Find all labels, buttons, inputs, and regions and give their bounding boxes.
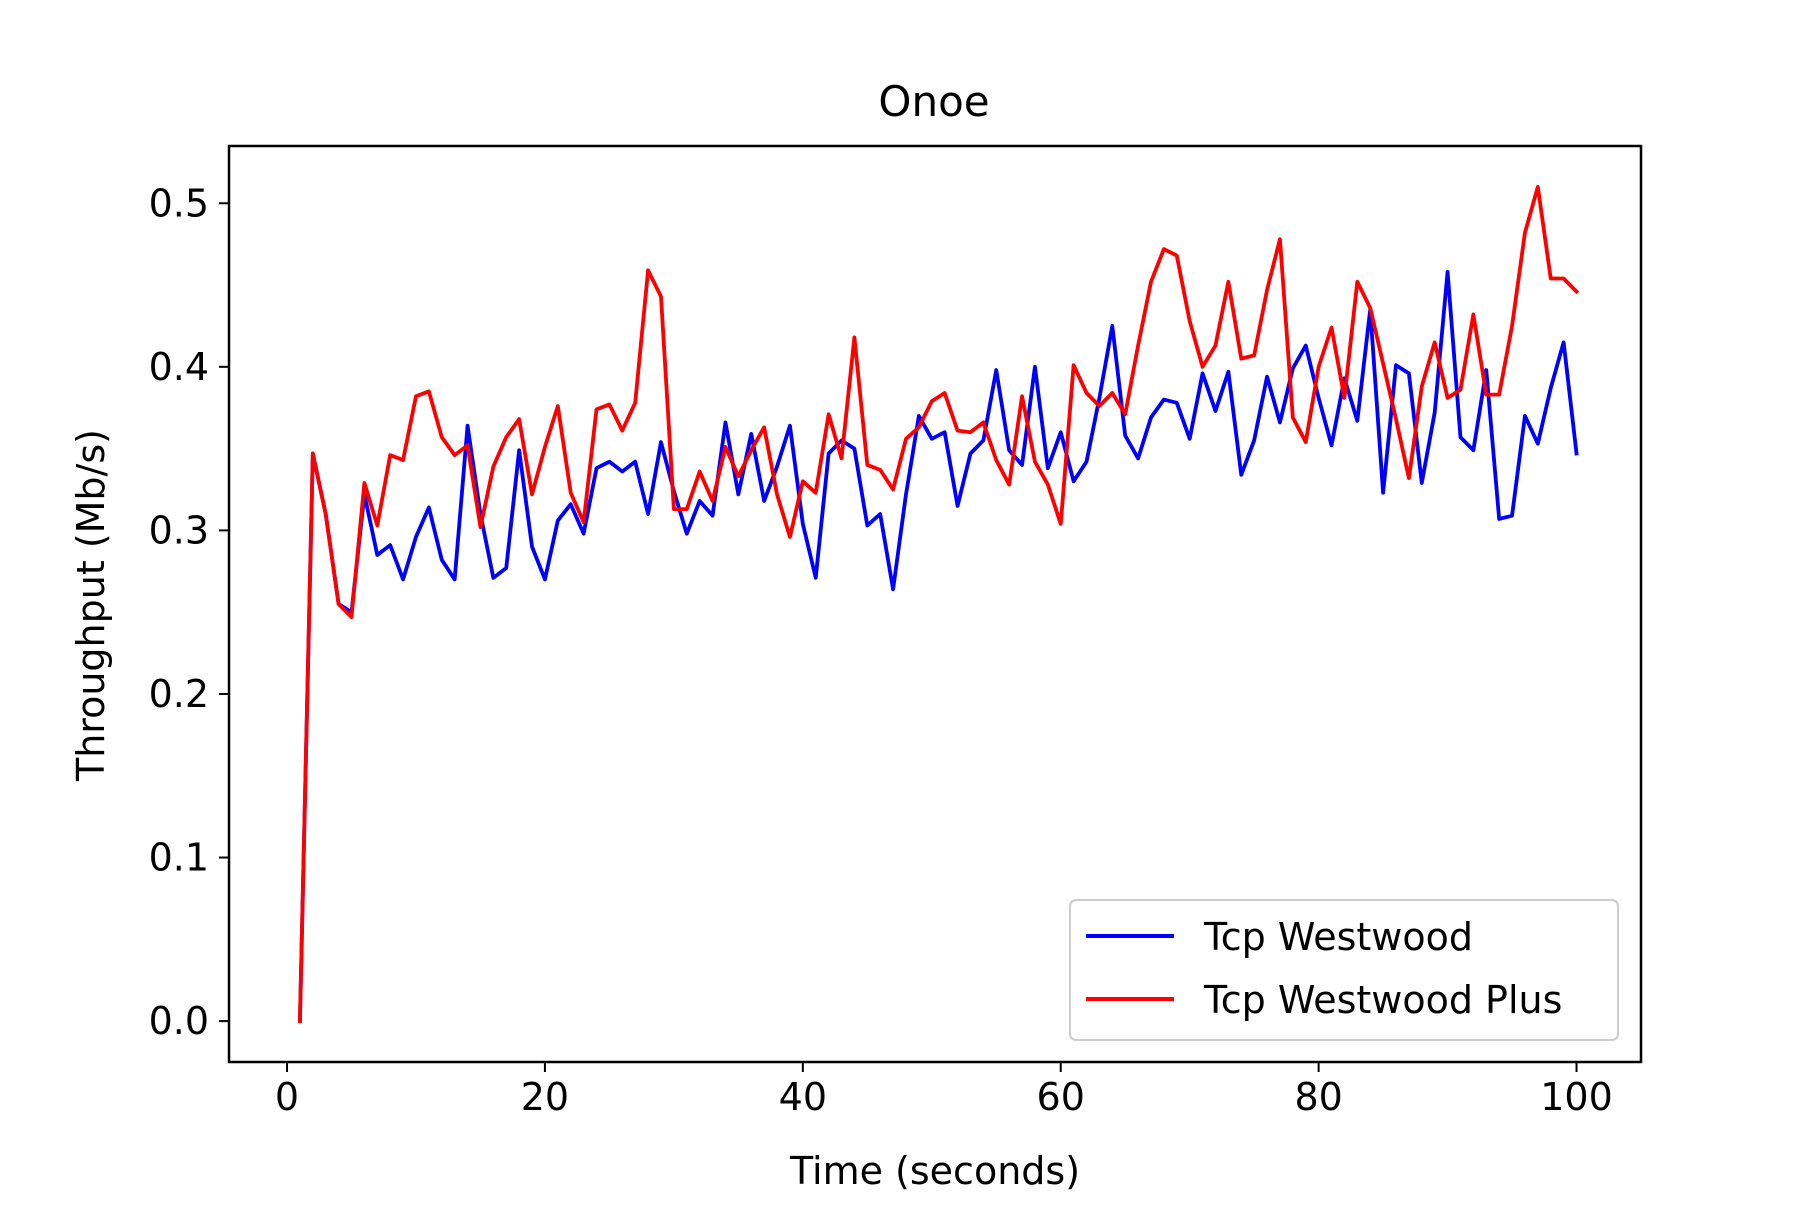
y-tick-label: 0.4	[149, 345, 209, 389]
legend-label-tcp-westwood: Tcp Westwood	[1203, 915, 1473, 959]
legend-box	[1069, 899, 1619, 1041]
series-line-tcp-westwood	[297, 270, 1579, 1024]
x-tick-label: 20	[521, 1075, 569, 1119]
x-tick-label: 60	[1037, 1075, 1085, 1119]
legend-label-tcp-westwood-plus: Tcp Westwood Plus	[1203, 978, 1562, 1022]
plot-frame	[227, 144, 1643, 1064]
x-axis: 0 20 40 60 80 100	[275, 1062, 1613, 1119]
series-line-tcp-westwood-plus	[297, 184, 1580, 1024]
x-axis-label: Time (seconds)	[789, 1149, 1080, 1193]
legend: Tcp Westwood Tcp Westwood Plus	[1069, 899, 1619, 1041]
chart-title: Onoe	[878, 77, 989, 126]
x-tick-label: 100	[1540, 1075, 1613, 1119]
x-tick-label: 0	[275, 1075, 299, 1119]
y-tick-label: 0.3	[149, 508, 209, 552]
y-tick-label: 0.2	[149, 672, 209, 716]
y-tick-label: 0.0	[149, 999, 209, 1043]
plot-area	[297, 184, 1580, 1024]
x-tick-label: 80	[1294, 1075, 1342, 1119]
x-tick-label: 40	[779, 1075, 827, 1119]
y-axis-label: Throughput (Mb/s)	[69, 429, 113, 782]
y-tick-label: 0.1	[149, 836, 209, 880]
y-tick-label: 0.5	[149, 181, 209, 225]
y-axis: 0.0 0.1 0.2 0.3 0.4 0.5	[149, 181, 229, 1043]
